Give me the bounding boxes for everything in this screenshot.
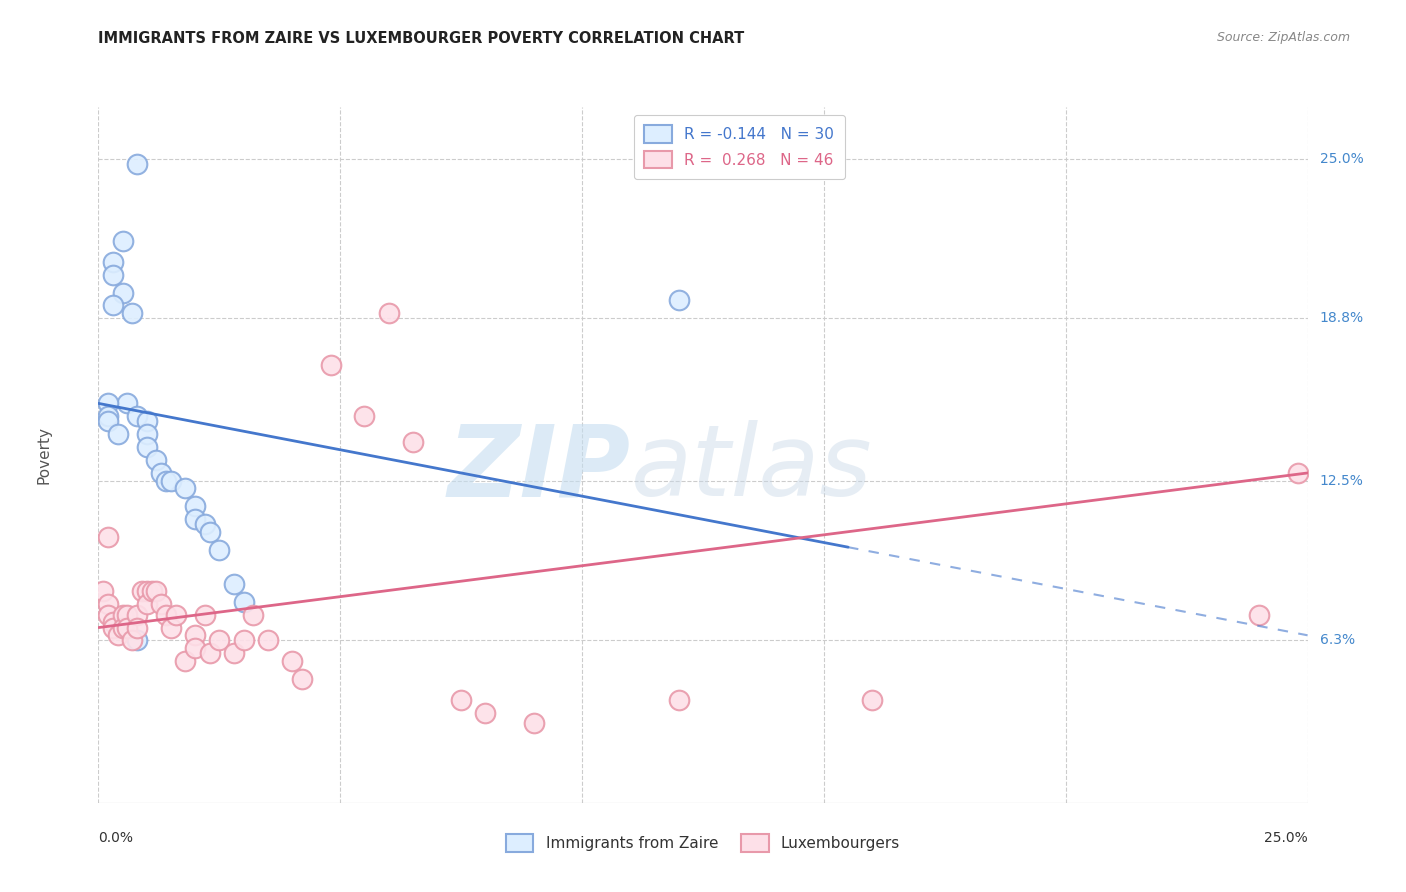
Point [232,633,254,648]
Text: 6.3%: 6.3% [1320,633,1355,648]
Point [184,641,207,656]
Point [127,409,149,424]
Point [198,646,221,660]
Point [256,633,278,648]
Point [242,607,264,622]
Point [135,584,157,599]
Text: 12.5%: 12.5% [1320,474,1364,488]
Point [131,584,153,599]
Point [127,621,149,635]
Point [184,512,207,526]
Text: Poverty: Poverty [37,425,52,484]
Point [97,607,120,622]
Text: 25.0%: 25.0% [1264,830,1308,845]
Point [232,595,254,609]
Text: 18.8%: 18.8% [1320,311,1364,326]
Text: ZIP: ZIP [447,420,630,517]
Point [101,254,124,268]
Point [160,474,183,488]
Point [141,584,163,599]
Point [208,633,231,648]
Point [127,607,149,622]
Point [377,306,399,320]
Point [127,157,149,171]
Point [111,285,134,300]
Point [101,615,124,630]
Point [208,543,231,558]
Point [523,715,546,730]
Point [121,633,143,648]
Text: Source: ZipAtlas.com: Source: ZipAtlas.com [1216,31,1350,45]
Point [101,298,124,312]
Point [97,396,120,410]
Point [194,517,217,532]
Point [160,621,183,635]
Point [145,584,167,599]
Point [184,628,207,642]
Point [402,435,425,450]
Point [91,584,114,599]
Point [150,466,173,480]
Point [174,482,197,496]
Text: atlas: atlas [630,420,872,517]
Point [668,293,690,308]
Point [121,306,143,320]
Point [198,525,221,540]
Point [353,409,375,424]
Point [474,706,496,720]
Point [135,427,157,442]
Point [145,453,167,467]
Point [184,500,207,514]
Point [155,607,177,622]
Point [97,414,120,428]
Point [1249,607,1271,622]
Point [127,633,149,648]
Point [135,440,157,454]
Point [194,607,217,622]
Point [319,358,342,372]
Text: IMMIGRANTS FROM ZAIRE VS LUXEMBOURGER POVERTY CORRELATION CHART: IMMIGRANTS FROM ZAIRE VS LUXEMBOURGER PO… [98,31,745,46]
Point [117,621,139,635]
Point [97,530,120,544]
Point [117,396,139,410]
Point [860,692,883,706]
Point [174,654,197,668]
Legend: Immigrants from Zaire, Luxembourgers: Immigrants from Zaire, Luxembourgers [501,828,905,858]
Point [290,672,312,686]
Point [117,607,139,622]
Text: 0.0%: 0.0% [98,830,134,845]
Text: 25.0%: 25.0% [1320,152,1364,166]
Point [281,654,304,668]
Point [135,414,157,428]
Point [450,692,472,706]
Point [107,427,129,442]
Point [97,598,120,612]
Point [101,268,124,282]
Point [97,409,120,424]
Point [222,646,245,660]
Point [135,598,157,612]
Point [668,692,690,706]
Point [165,607,187,622]
Point [107,628,129,642]
Point [101,621,124,635]
Point [111,607,134,622]
Point [155,474,177,488]
Point [111,234,134,248]
Point [150,598,173,612]
Point [1286,466,1309,480]
Point [222,576,245,591]
Point [111,621,134,635]
